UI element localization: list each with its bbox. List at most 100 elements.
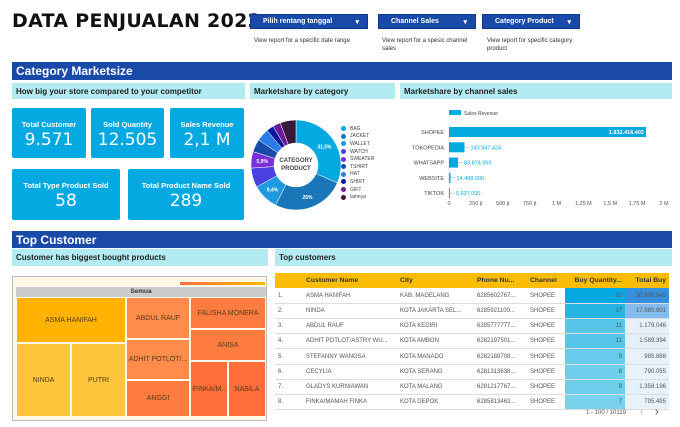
table-cell: 6281217767... [474,379,527,396]
pagination-label: 1 - 100 / 10119 [586,410,626,416]
legend-item[interactable]: GIFT [341,186,374,194]
column-header[interactable]: Buy Quantity... [565,273,625,289]
treemap-cell[interactable]: FINKA/M.. [190,361,228,417]
treemap-cell[interactable]: ANISA [190,329,266,361]
table-cell: 7. [275,379,303,396]
bar[interactable] [449,127,646,137]
bar[interactable] [449,188,450,199]
column-header[interactable]: City [397,273,474,289]
caret-down-icon: ▾ [463,18,467,26]
dropdown-label: Pilih rentang tanggal [263,18,333,25]
date-range-hint: View report for a specific date range [254,38,350,44]
kpi-total-type-product: Total Type Product Sold 58 [12,169,120,220]
treemap-cell[interactable]: PUTRI [71,343,126,417]
bar-data-label: 83.874.950 [464,161,492,167]
kpi-label: Total Type Product Sold [23,181,109,190]
table-row[interactable]: 5. STEFANNY WANGSA KOTA MANADO 6282188708..… [275,348,669,365]
column-header[interactable]: Channel [527,273,565,289]
table-row[interactable]: 1. ASMA HANIFAH KAB. MAGELANG 6285602767...… [275,288,669,304]
legend-item[interactable]: lainnya [341,193,374,201]
legend-swatch [341,149,346,155]
legend-item[interactable]: WALLET [341,140,374,148]
table-cell: ABDUL RAUF [303,318,397,335]
legend-item[interactable]: HAT [341,171,374,179]
legend-swatch [341,133,346,139]
kpi-value: 289 [169,191,203,211]
table-row[interactable]: 4. ADHIT POTLOT/ASTRY WU... KOTA AMBON 6282… [275,333,669,350]
bar-data-label: 1.832.416.402 [609,130,644,136]
table-cell: SHOPEE [527,348,565,365]
table-cell: FINKA/MAMAH FINKA [303,394,397,411]
table-cell: SHOPEE [527,394,565,411]
treemap-cell[interactable]: ANGGI [126,380,190,417]
prev-page-button[interactable]: ‹ [640,406,644,418]
donut-data-label: 31,5% [317,144,332,150]
legend-item[interactable]: BAG [341,125,374,133]
treemap-cell[interactable]: ASMA HANIFAH [16,297,126,343]
table-cell: 7 [565,394,625,411]
table-cell: 17.980.901 [625,303,669,320]
table-row[interactable]: 2. NINDA KOTA JAKARTA SEL... 6285921100... S… [275,303,669,320]
bar[interactable] [449,157,459,168]
x-tick-label: 500 jt [496,201,510,207]
table-cell: 3. [275,318,303,335]
x-tick-label: 1 M [552,201,562,207]
treemap-cell[interactable]: FALISHA MONERA [190,297,266,329]
bar-data-label: 143.947.424 [470,145,501,151]
channel-sales-dropdown[interactable]: Channel Sales ▾ [378,14,476,29]
treemap-root[interactable]: Semua [16,287,266,297]
table-cell: 2. [275,303,303,320]
legend-item[interactable]: JACKET [341,133,374,141]
legend-item[interactable]: SHIRT [341,178,374,186]
treemap-cell[interactable]: NINDA [16,343,71,417]
table-cell: 17 [565,303,625,320]
legend-label: TSHIRT [350,163,368,170]
legend-swatch [341,179,346,185]
table-cell: SHOPEE [527,364,565,380]
table-row[interactable]: 3. ABDUL RAUF KOTA KEDIRI 6285777777... SHOP… [275,318,669,335]
section-category-marketsize: Category Marketsize [12,62,672,80]
date-range-dropdown[interactable]: Pilih rentang tanggal ▾ [250,14,368,29]
treemap-cell[interactable]: NABILA [228,361,266,417]
table-row[interactable]: 8. FINKA/MAMAH FINKA KOTA DEPOK 6285813463.… [275,394,669,411]
donut-slice[interactable] [279,119,297,145]
legend-label: BAG [350,125,361,132]
table-row[interactable]: 6. CECYLIA KOTA SERANG 6281313638... SHOPEE 8… [275,364,669,380]
legend-label: SHIRT [350,178,365,185]
table-cell: KOTA AMBON [397,333,474,350]
legend-item[interactable]: TSHIRT [341,163,374,171]
table-cell: 6. [275,364,303,380]
legend-swatch [341,141,346,147]
kpi-label: Total Product Name Sold [141,181,231,190]
caret-down-icon: ▾ [355,18,359,26]
column-header[interactable]: Customer Name [303,273,397,289]
kpi-sales-revenue: Sales Revenue 2,1 M [170,108,244,158]
table-cell: 6285921100... [474,303,527,320]
legend-item[interactable]: WATCH [341,148,374,156]
column-header[interactable] [275,273,303,289]
table-cell: SHOPEE [527,333,565,350]
legend-label: GIFT [350,186,362,193]
donut-slice[interactable] [275,173,338,211]
treemap-cell[interactable]: ADHIT POTLOT/... [126,339,190,380]
bar[interactable] [449,142,465,153]
x-tick-label: 2 M [659,201,669,207]
treemap-cell[interactable]: ABDUL RAUF [126,297,190,339]
column-header[interactable]: Total Buy [625,273,669,289]
column-header[interactable]: Phone Nu... [474,273,527,289]
customer-treemap: Semua ASMA HANIFAH NINDA PUTRI ABDUL RAU… [12,276,267,421]
bar[interactable] [449,172,451,183]
table-cell: KOTA KEDIRI [397,318,474,335]
next-page-button[interactable]: › [655,406,659,418]
legend-swatch [449,110,461,115]
table-title: Top customers [275,249,672,266]
kpi-label: Sold Quantity [103,120,152,129]
donut-slice[interactable] [295,119,342,184]
category-product-dropdown[interactable]: Category Product ▾ [482,14,580,29]
table-row[interactable]: 7. GLADYS KURNIAWAN KOTA MALANG 6281217767.… [275,379,669,396]
kpi-label: Total Customer [21,120,77,129]
donut-legend: BAG JACKET WALLET WATCH SWEATER TSHIRT HAT SHIR… [341,125,374,201]
table-cell: 6285813463... [474,394,527,411]
x-tick-label: 1,75 M [629,201,646,207]
legend-item[interactable]: SWEATER [341,155,374,163]
